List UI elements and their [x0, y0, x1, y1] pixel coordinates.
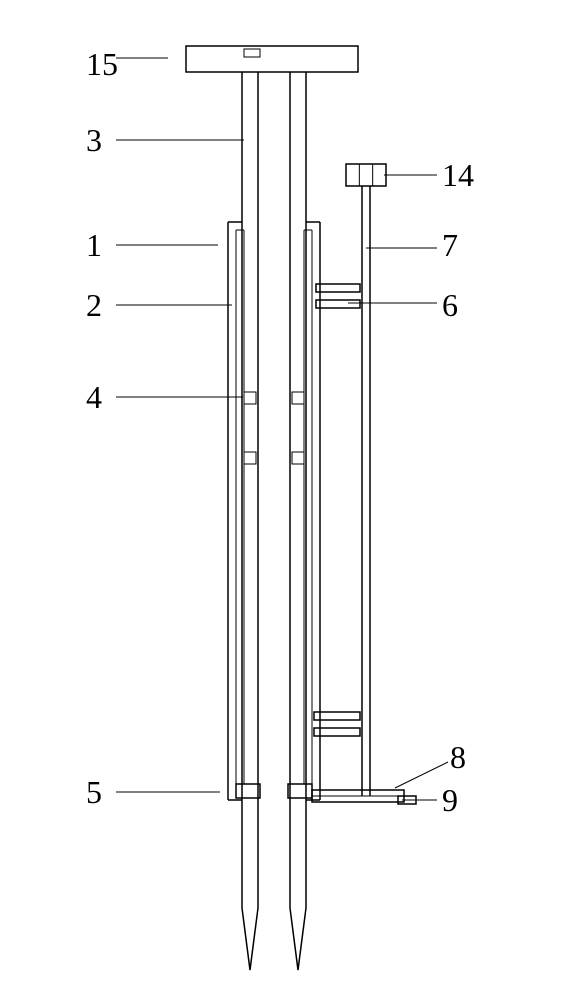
callout-7: 7	[442, 227, 458, 263]
callout-2: 2	[86, 287, 102, 323]
callout-3: 3	[86, 122, 102, 158]
callout-8: 8	[450, 739, 466, 775]
callout-1: 1	[86, 227, 102, 263]
callout-6: 6	[442, 287, 458, 323]
callout-14: 14	[442, 157, 474, 193]
callout-5: 5	[86, 774, 102, 810]
callout-9: 9	[442, 782, 458, 818]
callout-4: 4	[86, 379, 102, 415]
callout-15: 15	[86, 46, 118, 82]
technical-figure: 15 3 14 1 7 2 6 4 5 8 9	[0, 0, 568, 1000]
